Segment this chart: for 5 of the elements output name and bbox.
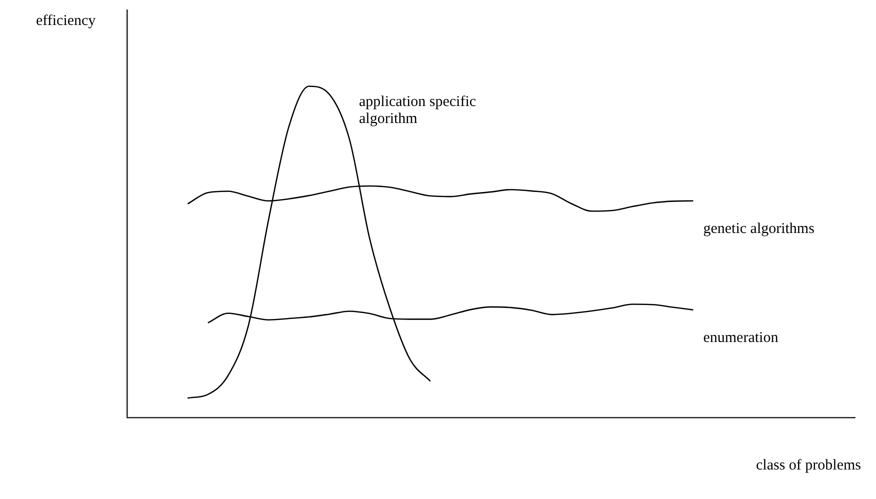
series-label: application specific algorithm (359, 94, 476, 128)
series-label: genetic algorithms (703, 220, 815, 237)
x-axis-title: class of problems (756, 458, 862, 474)
series-label: enumeration (703, 330, 779, 346)
y-axis-title: efficiency (36, 13, 96, 29)
